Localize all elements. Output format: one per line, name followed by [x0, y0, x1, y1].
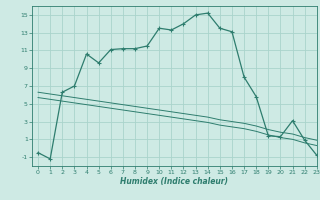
- X-axis label: Humidex (Indice chaleur): Humidex (Indice chaleur): [120, 177, 228, 186]
